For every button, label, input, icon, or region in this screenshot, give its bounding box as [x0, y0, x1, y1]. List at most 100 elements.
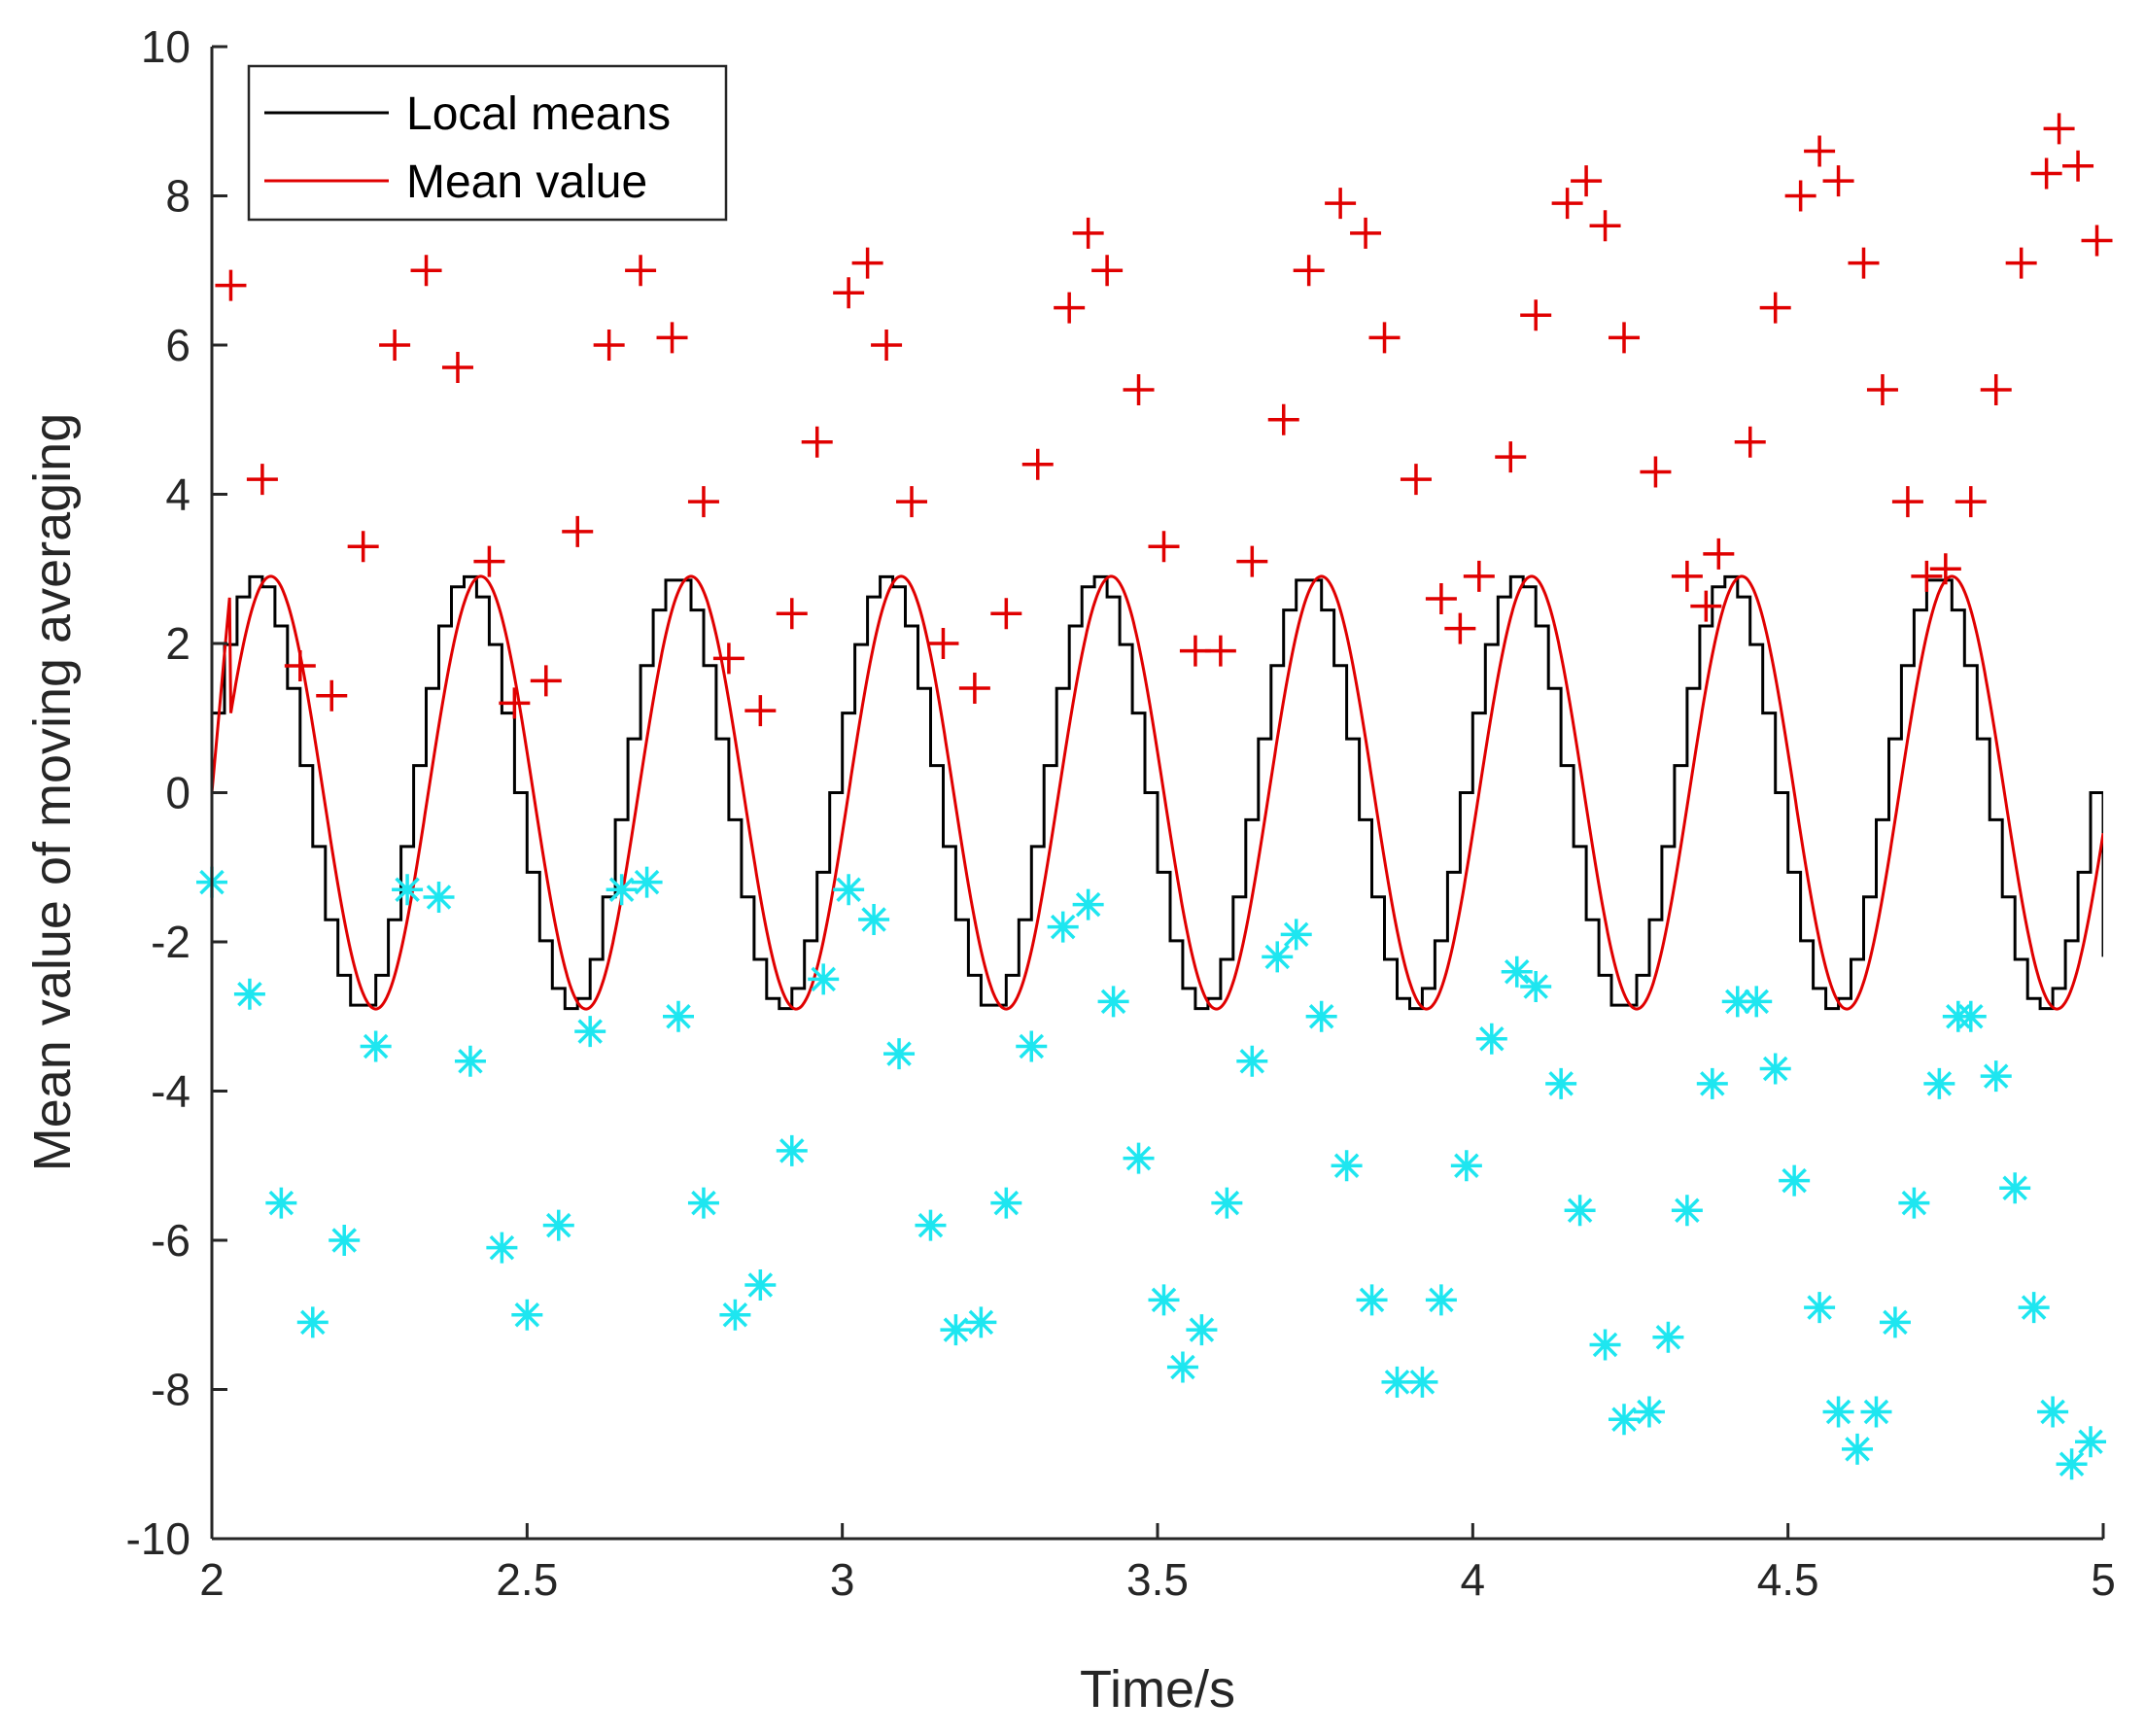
- plus-marker: [347, 531, 379, 563]
- asterisk-marker: [296, 1306, 329, 1338]
- asterisk-marker: [687, 1187, 719, 1219]
- y-tick-label: 2: [165, 618, 190, 669]
- plus-marker: [1425, 582, 1457, 614]
- legend-label-local-means: Local means: [406, 88, 671, 140]
- x-tick-label: 2: [199, 1554, 225, 1605]
- x-tick-label: 2.5: [496, 1554, 558, 1605]
- plus-marker: [1734, 426, 1766, 458]
- asterisk-marker: [1759, 1053, 1791, 1085]
- plus-marker: [2043, 113, 2075, 145]
- plus-marker: [1784, 180, 1816, 212]
- plus-marker: [284, 650, 316, 682]
- series-line-mean-value: [212, 574, 2103, 1011]
- plus-marker: [1495, 441, 1527, 473]
- plus-marker: [833, 277, 865, 309]
- plus-marker: [499, 687, 531, 719]
- plus-marker: [1400, 464, 1432, 496]
- asterisk-marker: [1406, 1366, 1438, 1398]
- asterisk-marker: [1166, 1351, 1198, 1383]
- plus-marker: [1804, 135, 1836, 167]
- asterisk-marker: [1842, 1433, 1874, 1465]
- plus-marker: [2005, 247, 2037, 279]
- plus-marker: [1848, 247, 1880, 279]
- plus-marker: [1148, 531, 1180, 563]
- plus-marker: [2081, 225, 2113, 257]
- plus-marker: [851, 247, 883, 279]
- asterisk-marker: [1356, 1284, 1388, 1316]
- y-tick-label: -2: [151, 917, 190, 967]
- y-ticks: 10 8 6 4 2 0 -2 -4 -6 -8 -10: [126, 21, 227, 1564]
- plus-marker: [1463, 560, 1495, 592]
- asterisk-marker: [1999, 1172, 2031, 1204]
- asterisk-marker: [1741, 986, 1773, 1018]
- plus-marker: [1350, 217, 1382, 249]
- y-tick-label: 0: [165, 768, 190, 818]
- plus-marker: [1640, 456, 1672, 488]
- plus-marker: [896, 486, 928, 518]
- plus-marker: [1123, 374, 1155, 406]
- plus-marker: [246, 464, 278, 496]
- plus-marker: [927, 628, 959, 659]
- plus-marker: [441, 352, 473, 384]
- asterisk-marker: [1696, 1067, 1728, 1099]
- plus-marker: [1520, 299, 1552, 331]
- plus-marker: [1671, 560, 1703, 592]
- y-tick-label: -4: [151, 1066, 190, 1117]
- plus-marker: [1929, 553, 1961, 585]
- asterisk-marker: [940, 1314, 972, 1346]
- asterisk-marker: [1186, 1314, 1218, 1346]
- plus-marker: [744, 695, 777, 727]
- asterisk-marker: [1633, 1396, 1665, 1428]
- asterisk-marker: [1652, 1321, 1684, 1353]
- plus-marker: [1955, 486, 1987, 518]
- plus-marker: [1609, 322, 1641, 354]
- asterisk-marker: [1804, 1292, 1836, 1324]
- x-tick-label: 3.5: [1126, 1554, 1189, 1605]
- asterisk-marker: [329, 1225, 361, 1256]
- plus-marker: [1891, 486, 1923, 518]
- asterisk-marker: [1097, 986, 1129, 1018]
- asterisk-marker: [883, 1038, 916, 1070]
- asterisk-marker: [1923, 1067, 1955, 1099]
- y-tick-label: 8: [165, 171, 190, 222]
- plus-marker: [593, 330, 625, 361]
- asterisk-marker: [511, 1299, 543, 1331]
- plus-marker: [2030, 157, 2062, 190]
- y-tick-label: -10: [126, 1513, 190, 1564]
- asterisk-marker: [1898, 1187, 1930, 1219]
- asterisk-marker: [1879, 1306, 1911, 1338]
- plus-marker: [1759, 292, 1791, 324]
- asterisk-marker: [1564, 1195, 1596, 1227]
- plus-marker: [1980, 374, 2012, 406]
- plus-marker: [1021, 448, 1054, 480]
- plus-marker: [1551, 188, 1583, 220]
- asterisk-marker: [990, 1187, 1022, 1219]
- y-axis-title: Mean value of moving averaging: [23, 413, 82, 1171]
- x-axis-title: Time/s: [1080, 1660, 1235, 1719]
- asterisk-marker: [915, 1209, 947, 1241]
- plus-marker: [990, 598, 1022, 630]
- plus-marker: [712, 642, 744, 675]
- asterisk-marker: [2018, 1292, 2050, 1324]
- asterisk-marker: [776, 1134, 808, 1166]
- asterisk-marker: [1425, 1284, 1457, 1316]
- x-ticks: 2 2.5 3 3.5 4 4.5 5: [199, 1523, 2116, 1605]
- legend-label-mean-value: Mean value: [406, 156, 647, 208]
- asterisk-marker: [1779, 1164, 1811, 1197]
- asterisk-marker: [454, 1045, 486, 1077]
- asterisk-marker: [2037, 1396, 2069, 1428]
- plus-marker: [562, 515, 594, 547]
- asterisk-marker: [486, 1232, 518, 1264]
- plus-marker: [379, 330, 411, 361]
- asterisk-marker: [2056, 1448, 2088, 1480]
- y-tick-label: -6: [151, 1215, 190, 1266]
- asterisk-marker: [1280, 919, 1312, 951]
- plus-marker: [958, 673, 990, 705]
- plus-marker: [687, 486, 719, 518]
- asterisk-marker: [2075, 1426, 2107, 1458]
- plus-marker: [1236, 545, 1268, 577]
- asterisk-marker: [965, 1306, 997, 1338]
- plus-marker: [1325, 188, 1357, 220]
- asterisk-marker: [1520, 971, 1552, 1003]
